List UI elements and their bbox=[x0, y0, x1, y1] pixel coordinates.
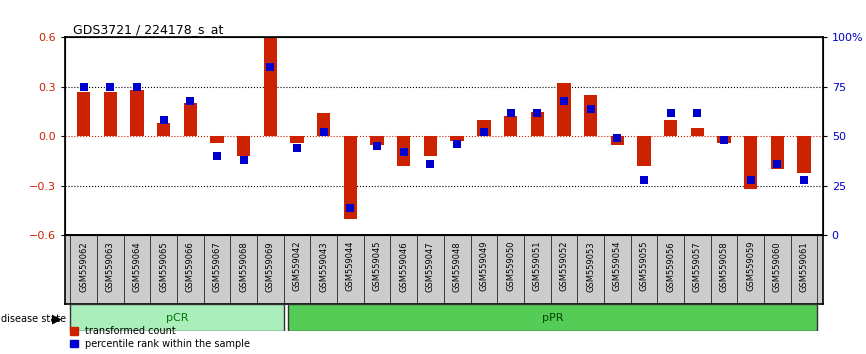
Bar bbox=[104, 92, 117, 136]
Text: pCR: pCR bbox=[165, 313, 188, 323]
Text: GSM559067: GSM559067 bbox=[212, 241, 222, 292]
Text: GSM559057: GSM559057 bbox=[693, 241, 701, 292]
Bar bbox=[290, 136, 304, 143]
Text: GSM559055: GSM559055 bbox=[639, 241, 649, 291]
Point bbox=[771, 161, 785, 167]
Point bbox=[77, 84, 91, 90]
Text: GSM559049: GSM559049 bbox=[480, 241, 488, 291]
Text: GSM559052: GSM559052 bbox=[559, 241, 568, 291]
Bar bbox=[264, 37, 277, 136]
Bar bbox=[584, 95, 598, 136]
Text: GSM559066: GSM559066 bbox=[186, 241, 195, 292]
Text: GSM559061: GSM559061 bbox=[799, 241, 809, 292]
Bar bbox=[397, 136, 410, 166]
Bar bbox=[637, 136, 650, 166]
Bar bbox=[77, 92, 90, 136]
Point bbox=[370, 143, 384, 149]
Text: GSM559059: GSM559059 bbox=[746, 241, 755, 291]
Legend: transformed count, percentile rank within the sample: transformed count, percentile rank withi… bbox=[70, 326, 250, 349]
Point bbox=[263, 64, 277, 70]
Point bbox=[663, 110, 677, 115]
Text: GSM559045: GSM559045 bbox=[372, 241, 382, 291]
Bar bbox=[664, 120, 677, 136]
Point bbox=[210, 153, 224, 159]
Point bbox=[584, 106, 598, 112]
Text: GSM559051: GSM559051 bbox=[533, 241, 542, 291]
Bar bbox=[450, 136, 464, 141]
Text: GSM559064: GSM559064 bbox=[132, 241, 141, 292]
Bar bbox=[184, 103, 197, 136]
Point bbox=[530, 110, 544, 115]
Point bbox=[797, 177, 811, 183]
Bar bbox=[744, 136, 758, 189]
Text: GSM559069: GSM559069 bbox=[266, 241, 275, 292]
Bar bbox=[690, 128, 704, 136]
Point bbox=[423, 161, 437, 167]
Text: GSM559053: GSM559053 bbox=[586, 241, 595, 292]
Bar bbox=[344, 136, 357, 219]
Bar bbox=[504, 116, 517, 136]
Point bbox=[184, 98, 197, 103]
Text: GSM559050: GSM559050 bbox=[506, 241, 515, 291]
Bar bbox=[210, 136, 223, 143]
Point bbox=[450, 141, 464, 147]
Point bbox=[690, 110, 704, 115]
Text: GDS3721 / 224178_s_at: GDS3721 / 224178_s_at bbox=[73, 23, 223, 36]
Text: GSM559056: GSM559056 bbox=[666, 241, 675, 292]
Text: GSM559063: GSM559063 bbox=[106, 241, 115, 292]
Text: GSM559065: GSM559065 bbox=[159, 241, 168, 292]
Point bbox=[157, 118, 171, 123]
Bar bbox=[771, 136, 784, 169]
Point bbox=[504, 110, 518, 115]
Bar bbox=[288, 304, 818, 331]
Text: ▶: ▶ bbox=[52, 312, 61, 325]
Point bbox=[397, 149, 410, 155]
Point bbox=[744, 177, 758, 183]
Text: GSM559046: GSM559046 bbox=[399, 241, 408, 292]
Point bbox=[317, 130, 331, 135]
Bar bbox=[371, 136, 384, 144]
Point bbox=[236, 157, 250, 163]
Bar bbox=[557, 84, 571, 136]
Bar bbox=[423, 136, 437, 156]
Text: GSM559068: GSM559068 bbox=[239, 241, 249, 292]
Bar bbox=[317, 113, 331, 136]
Bar bbox=[798, 136, 811, 173]
Bar bbox=[130, 90, 144, 136]
Text: GSM559047: GSM559047 bbox=[426, 241, 435, 292]
Point bbox=[344, 205, 358, 211]
Text: GSM559058: GSM559058 bbox=[720, 241, 728, 292]
Point bbox=[717, 137, 731, 143]
Point bbox=[290, 145, 304, 151]
Text: GSM559062: GSM559062 bbox=[79, 241, 88, 292]
Text: GSM559060: GSM559060 bbox=[772, 241, 782, 292]
Text: GSM559044: GSM559044 bbox=[346, 241, 355, 291]
Point bbox=[477, 130, 491, 135]
Bar bbox=[531, 112, 544, 136]
Point bbox=[557, 98, 571, 103]
Text: GSM559042: GSM559042 bbox=[293, 241, 301, 291]
Text: GSM559054: GSM559054 bbox=[613, 241, 622, 291]
Bar bbox=[717, 136, 731, 143]
Text: disease state: disease state bbox=[1, 314, 66, 324]
Bar bbox=[611, 136, 624, 144]
Bar bbox=[70, 304, 284, 331]
Point bbox=[611, 136, 624, 141]
Point bbox=[130, 84, 144, 90]
Text: GSM559043: GSM559043 bbox=[320, 241, 328, 292]
Point bbox=[637, 177, 651, 183]
Bar bbox=[157, 123, 171, 136]
Bar bbox=[237, 136, 250, 156]
Point bbox=[103, 84, 117, 90]
Bar bbox=[477, 120, 490, 136]
Text: pPR: pPR bbox=[542, 313, 563, 323]
Text: GSM559048: GSM559048 bbox=[453, 241, 462, 292]
